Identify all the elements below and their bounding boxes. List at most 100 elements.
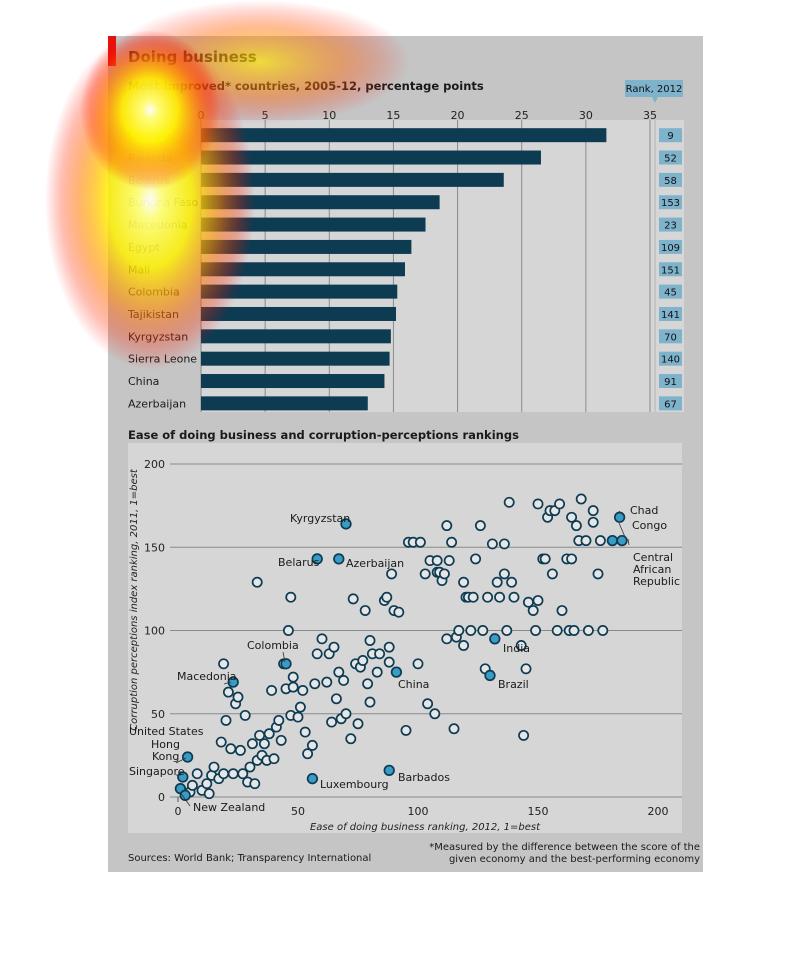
rank-value: 141 — [661, 310, 680, 321]
scatter-y-tick-label: 0 — [158, 791, 165, 804]
scatter-point — [201, 778, 213, 790]
scatter-point-label: Republic — [633, 575, 680, 588]
sources-note: Sources: World Bank; Transparency Intern… — [128, 853, 372, 864]
scatter-point — [374, 648, 386, 660]
scatter-point-label: Brazil — [498, 678, 529, 691]
scatter-point — [443, 555, 455, 567]
scatter-point — [498, 538, 510, 550]
rank-value: 52 — [664, 154, 677, 165]
scatter-point — [465, 625, 477, 636]
scatter-point — [357, 655, 369, 666]
rank-box — [659, 396, 682, 411]
scatter-point-highlighted — [484, 669, 496, 682]
scatter-point — [383, 641, 395, 653]
rank-value: 109 — [661, 243, 680, 254]
scatter-point-highlighted — [333, 553, 345, 565]
scatter-point — [518, 729, 530, 741]
scatter-point — [311, 648, 323, 660]
scatter-point — [299, 726, 311, 738]
scatter-point — [326, 716, 338, 728]
scatter-point — [458, 576, 470, 588]
rank-value: 151 — [661, 265, 680, 276]
rank-value: 91 — [664, 377, 677, 388]
rank-value: 58 — [664, 176, 677, 187]
rank-box — [659, 128, 682, 143]
scatter-point-label: Colombia — [247, 639, 299, 652]
scatter-point — [316, 633, 328, 645]
scatter-point — [364, 635, 376, 646]
scatter-point — [491, 576, 503, 588]
scatter-point — [287, 681, 299, 693]
scatter-point — [482, 591, 494, 603]
scatter-point — [441, 633, 453, 645]
scatter-point — [268, 753, 280, 765]
bar — [201, 374, 385, 389]
rank-box — [659, 351, 682, 366]
bar — [201, 217, 426, 232]
scatter-x-tick-label: 0 — [175, 805, 182, 818]
scatter-point — [338, 675, 350, 686]
scatter-point-label: Kong — [152, 750, 179, 763]
rank-box — [659, 284, 682, 299]
scatter-point — [203, 788, 215, 800]
scatter-point-label: Central — [633, 551, 673, 564]
scatter-point — [309, 678, 321, 690]
bar — [201, 195, 440, 210]
scatter-point-label: Chad — [630, 504, 658, 517]
rank-box — [659, 262, 682, 277]
bar-x-tick-label: 30 — [579, 109, 593, 122]
scatter-point-highlighted — [613, 511, 626, 523]
scatter-point-highlighted — [227, 676, 239, 688]
bar-x-tick-label: 25 — [515, 109, 529, 122]
scatter-point — [386, 568, 398, 580]
scatter-point — [503, 496, 515, 508]
scatter-point — [527, 605, 539, 616]
scatter-point — [520, 663, 532, 675]
scatter-point — [294, 701, 306, 713]
scatter-point — [393, 606, 405, 618]
label-leader-line — [223, 681, 232, 685]
scatter-point — [546, 568, 558, 580]
scatter-y-tick-label: 150 — [144, 541, 165, 554]
scatter-point-highlighted — [606, 534, 619, 547]
scatter-x-axis-title: Ease of doing business ranking, 2012, 1=… — [310, 822, 541, 833]
rank-box — [659, 150, 682, 165]
scatter-point — [244, 761, 256, 773]
scatter-point — [446, 536, 458, 548]
scatter-point — [422, 698, 434, 710]
scatter-point — [362, 678, 374, 690]
scatter-point — [566, 553, 578, 565]
scatter-point — [400, 724, 412, 736]
scatter-point — [287, 671, 299, 683]
scatter-x-tick-label: 100 — [408, 805, 429, 818]
scatter-point — [345, 733, 357, 745]
scatter-point — [330, 693, 342, 705]
scatter-point-highlighted — [340, 518, 352, 530]
rank-box — [659, 172, 682, 187]
scatter-point — [438, 568, 450, 580]
scatter-point-highlighted — [179, 789, 191, 801]
scatter-point-label: African — [633, 563, 671, 576]
scatter-point — [381, 591, 393, 603]
label-leader-line — [618, 510, 624, 516]
scatter-point — [414, 536, 426, 548]
scatter-point — [251, 576, 263, 588]
bar-category-label: Azerbaijan — [128, 397, 186, 410]
rank-box — [659, 195, 682, 210]
scatter-chart-title: Ease of doing business and corruption-pe… — [128, 428, 519, 442]
scatter-point — [340, 708, 352, 720]
label-leader-line — [179, 791, 191, 807]
scatter-point — [282, 625, 294, 636]
rank-value: 45 — [664, 288, 677, 299]
rank-box — [659, 329, 682, 344]
scatter-x-tick-label: 150 — [528, 805, 549, 818]
scatter-point — [285, 591, 297, 603]
scatter-point — [328, 641, 340, 653]
footnote: *Measured by the difference between the … — [429, 842, 700, 866]
scatter-point — [515, 640, 527, 651]
scatter-point — [220, 714, 232, 726]
scatter-point — [246, 738, 258, 750]
scatter-point — [467, 591, 479, 603]
bar-x-tick-label: 20 — [451, 109, 465, 122]
